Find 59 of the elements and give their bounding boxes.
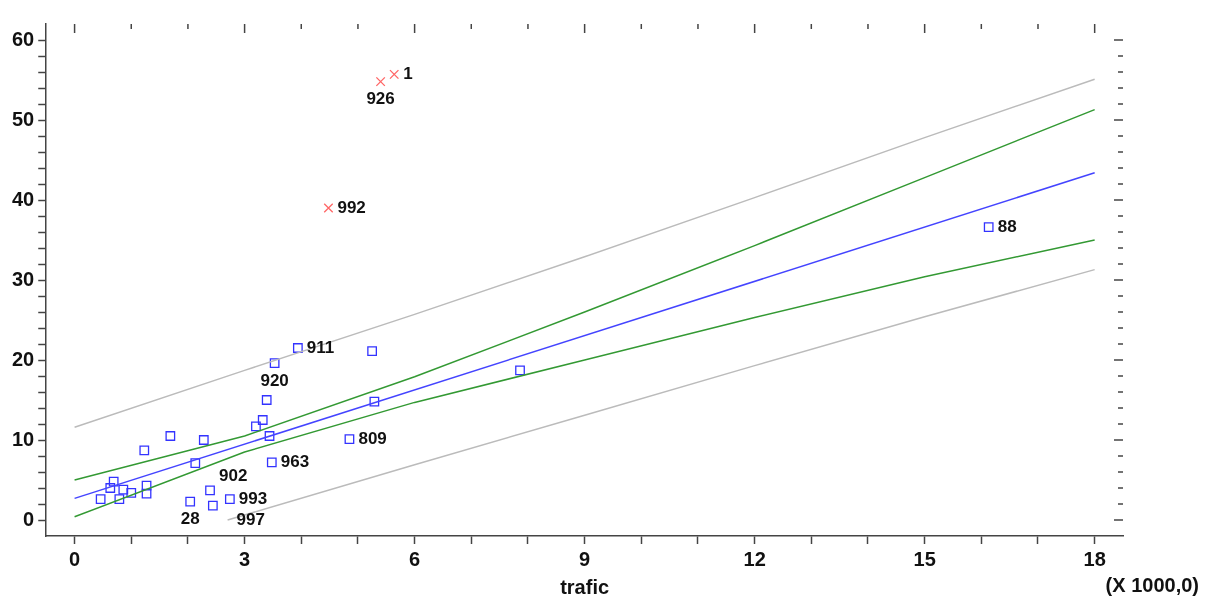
x-axis-title: trafic [560, 575, 610, 598]
x-tick-label: 3 [239, 547, 251, 570]
annotation: 963 [280, 452, 310, 472]
annotation: 926 [366, 89, 395, 109]
point [515, 365, 525, 376]
point [266, 457, 277, 468]
y-tick-label: 30 [12, 267, 35, 290]
x-tick-label: 0 [69, 547, 81, 570]
text: (X 1000,0) [1105, 573, 1199, 596]
point [118, 484, 129, 495]
point [261, 395, 272, 405]
point [269, 358, 280, 369]
point [198, 435, 209, 445]
point [205, 485, 215, 496]
point [264, 431, 275, 441]
point [367, 346, 377, 357]
x-tick-label: 9 [579, 547, 591, 570]
point [165, 431, 176, 441]
y-tick-label: 10 [12, 427, 35, 450]
point [105, 483, 116, 493]
point [251, 421, 261, 432]
y-tick-label: 20 [12, 347, 35, 370]
y-tick-label: 40 [12, 187, 35, 210]
point [375, 76, 386, 87]
annotation: 902 [219, 466, 248, 486]
y-tick-label: 60 [12, 27, 35, 50]
point [389, 69, 400, 80]
point [139, 445, 150, 456]
point [224, 494, 235, 505]
annotation: 993 [238, 488, 268, 508]
point [369, 396, 380, 407]
annotation: 992 [337, 197, 366, 217]
x-tick-label: 6 [409, 547, 421, 570]
annotation: 1 [403, 64, 413, 84]
point [344, 434, 355, 445]
annotation: 997 [236, 509, 265, 529]
x-tick-label: 18 [1083, 547, 1106, 570]
x-tick-label: 15 [913, 547, 936, 570]
y-tick-label: 50 [12, 107, 35, 130]
point [126, 487, 137, 498]
annotation: 920 [260, 370, 289, 390]
point [141, 480, 152, 491]
point [108, 476, 119, 487]
annotation: 28 [180, 509, 200, 529]
annotation: 88 [997, 216, 1017, 236]
y-tick-label: 0 [23, 507, 35, 530]
point [141, 488, 152, 499]
point [185, 496, 196, 507]
point [983, 222, 994, 233]
x-tick-label: 12 [743, 547, 766, 570]
point [114, 494, 125, 505]
point [95, 494, 106, 505]
annotation: 911 [306, 337, 335, 357]
point [190, 458, 201, 469]
point [257, 415, 268, 425]
point [292, 343, 303, 353]
point [207, 500, 218, 511]
annotation: 809 [358, 428, 387, 448]
point [323, 203, 334, 213]
